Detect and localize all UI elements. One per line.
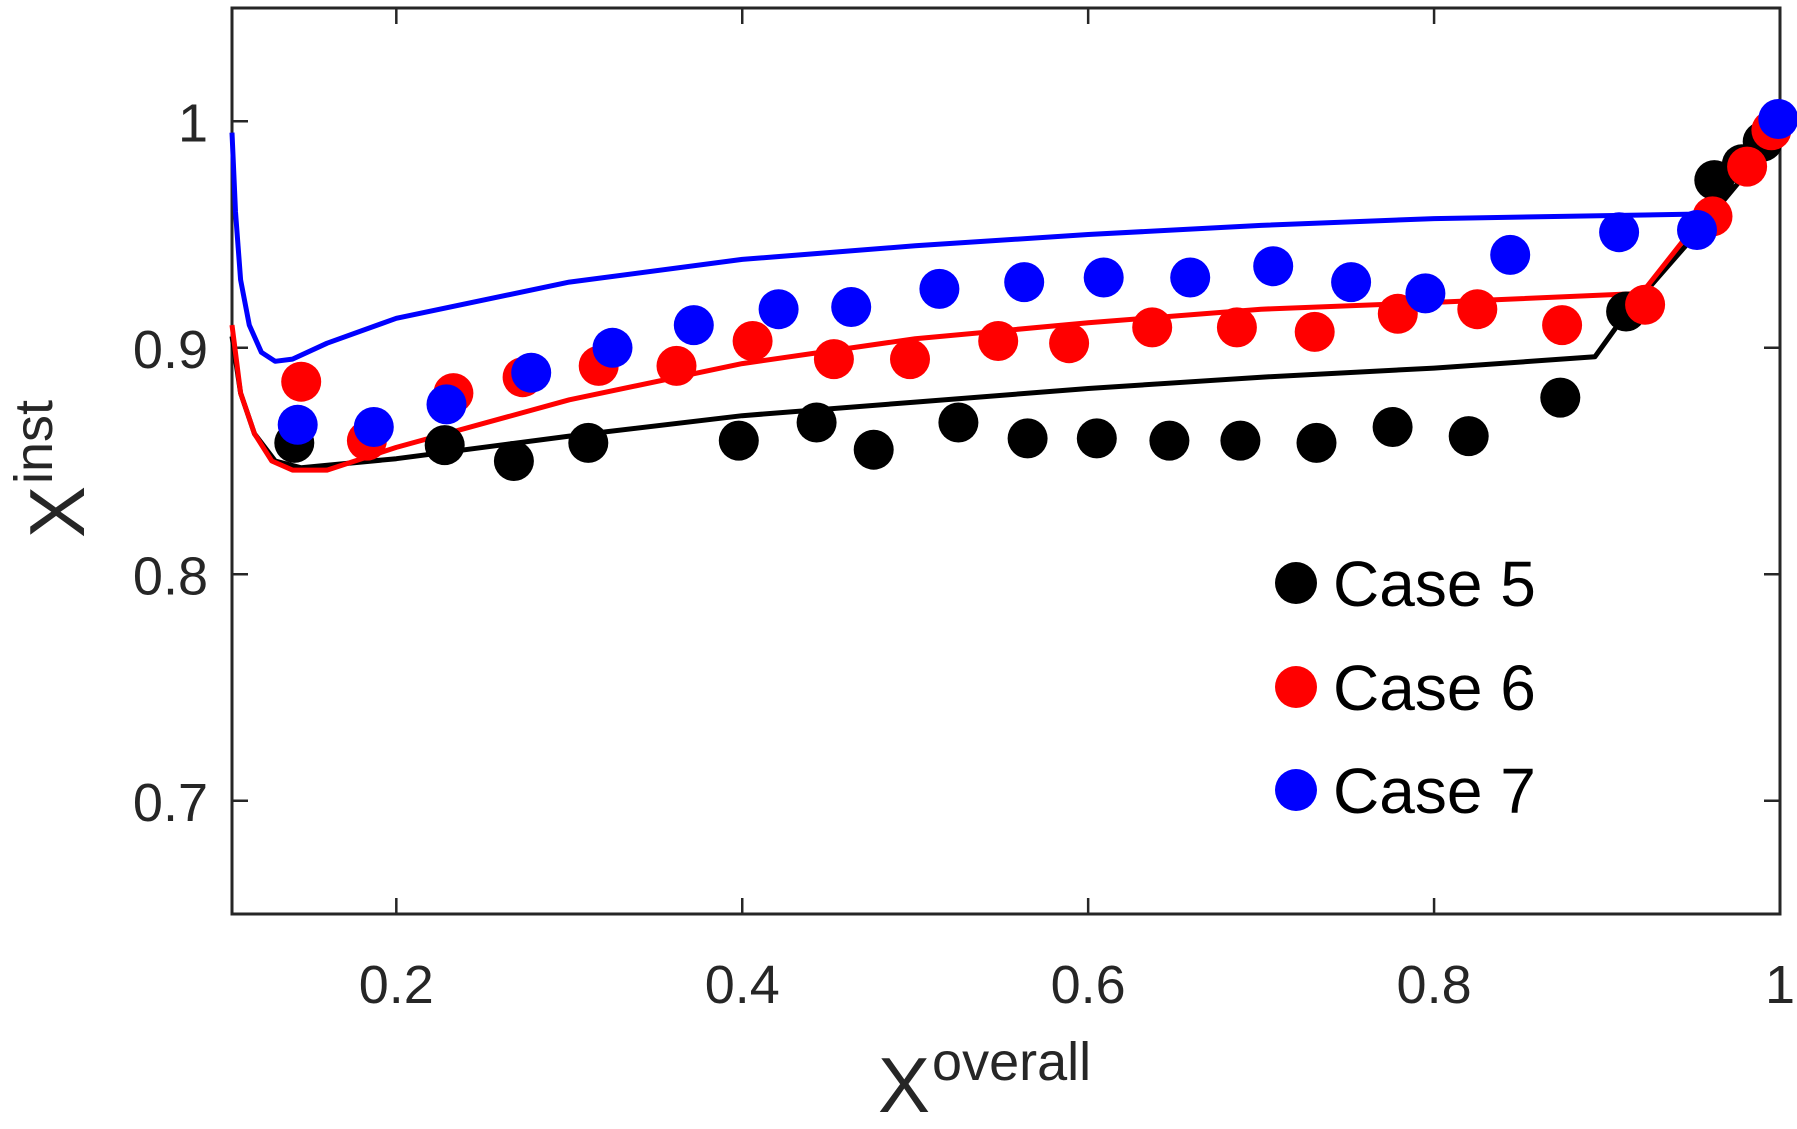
data-point-case-6 xyxy=(890,339,930,380)
data-point-case-5 xyxy=(424,425,465,466)
x-tick-label: 1 xyxy=(1765,955,1795,1015)
series-line-case-5 xyxy=(229,131,1782,471)
data-point-case-5 xyxy=(796,402,837,443)
x-tick-label: 0.2 xyxy=(359,955,434,1015)
data-point-case-7 xyxy=(277,404,318,445)
x-tick-label: 0.8 xyxy=(1397,955,1472,1015)
series-line-case-6 xyxy=(229,121,1782,473)
data-point-case-5 xyxy=(568,422,609,463)
x-axis-title-sup: overall xyxy=(932,1032,1091,1092)
data-point-case-7 xyxy=(1405,273,1446,314)
data-point-case-7 xyxy=(426,384,467,425)
y-tick-label: 0.7 xyxy=(133,773,208,833)
legend-item-case-6: Case 6 xyxy=(1275,652,1536,724)
data-point-case-5 xyxy=(1220,420,1261,461)
data-point-case-5 xyxy=(1296,422,1337,463)
data-point-case-7 xyxy=(1083,257,1124,298)
legend-marker-case-5 xyxy=(1275,562,1317,604)
data-point-case-5 xyxy=(1372,407,1413,447)
data-point-case-6 xyxy=(1377,293,1418,334)
data-point-case-6 xyxy=(656,345,697,386)
data-point-case-5 xyxy=(1076,418,1117,459)
data-point-case-7 xyxy=(1170,257,1211,298)
x-axis-title: Xoverall xyxy=(878,1032,1091,1129)
data-point-case-6 xyxy=(1132,307,1173,348)
data-point-case-7 xyxy=(1758,99,1797,139)
y-axis-title: Xinst xyxy=(4,400,101,538)
ticks: 0.2 0.4 0.6 0.8 1 0.7 0.8 0.9 1 xyxy=(133,8,1795,1015)
data-point-case-7 xyxy=(511,352,552,393)
data-point-case-5 xyxy=(853,429,894,470)
data-point-case-7 xyxy=(353,407,394,447)
x-tick-label: 0.6 xyxy=(1051,955,1126,1015)
data-point-case-5 xyxy=(718,420,759,461)
data-point-case-7 xyxy=(592,327,633,368)
plot-frame xyxy=(230,6,1782,916)
series-lines xyxy=(229,117,1782,473)
y-tick-label: 0.8 xyxy=(133,546,208,606)
data-point-case-6 xyxy=(1625,284,1666,325)
data-point-case-6 xyxy=(1542,305,1583,346)
data-point-case-6 xyxy=(978,321,1019,361)
data-point-case-5 xyxy=(493,441,534,481)
data-point-case-7 xyxy=(919,268,960,309)
data-point-case-6 xyxy=(1457,289,1498,330)
legend-marker-case-7 xyxy=(1275,769,1317,811)
data-point-case-6 xyxy=(1216,307,1257,348)
data-point-case-6 xyxy=(1727,146,1768,187)
legend-marker-case-6 xyxy=(1275,666,1317,708)
legend: Case 5 Case 6 Case 7 xyxy=(1275,548,1536,827)
x-axis-title-base: X xyxy=(878,1041,930,1129)
y-tick-label: 0.9 xyxy=(133,320,208,380)
legend-label-case-6: Case 6 xyxy=(1333,652,1536,724)
legend-item-case-7: Case 7 xyxy=(1275,755,1536,827)
data-point-case-7 xyxy=(1004,262,1045,303)
legend-label-case-5: Case 5 xyxy=(1333,548,1536,620)
data-point-case-7 xyxy=(1677,210,1717,250)
data-point-case-5 xyxy=(1149,420,1190,461)
data-point-case-7 xyxy=(1331,262,1372,303)
data-point-case-6 xyxy=(813,339,854,380)
x-tick-label: 0.4 xyxy=(705,955,780,1015)
data-point-case-7 xyxy=(758,289,799,330)
data-point-case-7 xyxy=(1490,234,1531,275)
data-point-case-5 xyxy=(1448,416,1489,457)
data-point-case-5 xyxy=(1540,377,1581,418)
y-axis-title-base: X xyxy=(13,486,101,538)
data-point-case-7 xyxy=(831,287,872,327)
data-point-case-7 xyxy=(673,305,714,346)
data-point-case-7 xyxy=(1599,212,1640,253)
data-point-case-6 xyxy=(732,321,773,361)
data-point-case-7 xyxy=(1253,246,1294,287)
series-line-case-7 xyxy=(229,117,1782,364)
data-point-case-6 xyxy=(1294,311,1335,352)
legend-item-case-5: Case 5 xyxy=(1275,548,1536,620)
data-points xyxy=(274,99,1797,481)
data-point-case-6 xyxy=(281,361,322,402)
data-point-case-5 xyxy=(1007,418,1048,459)
y-tick-label: 1 xyxy=(178,93,208,153)
data-point-case-5 xyxy=(938,402,979,443)
y-axis-title-sup: inst xyxy=(4,400,64,484)
legend-label-case-7: Case 7 xyxy=(1333,755,1536,827)
data-point-case-6 xyxy=(1049,323,1090,364)
